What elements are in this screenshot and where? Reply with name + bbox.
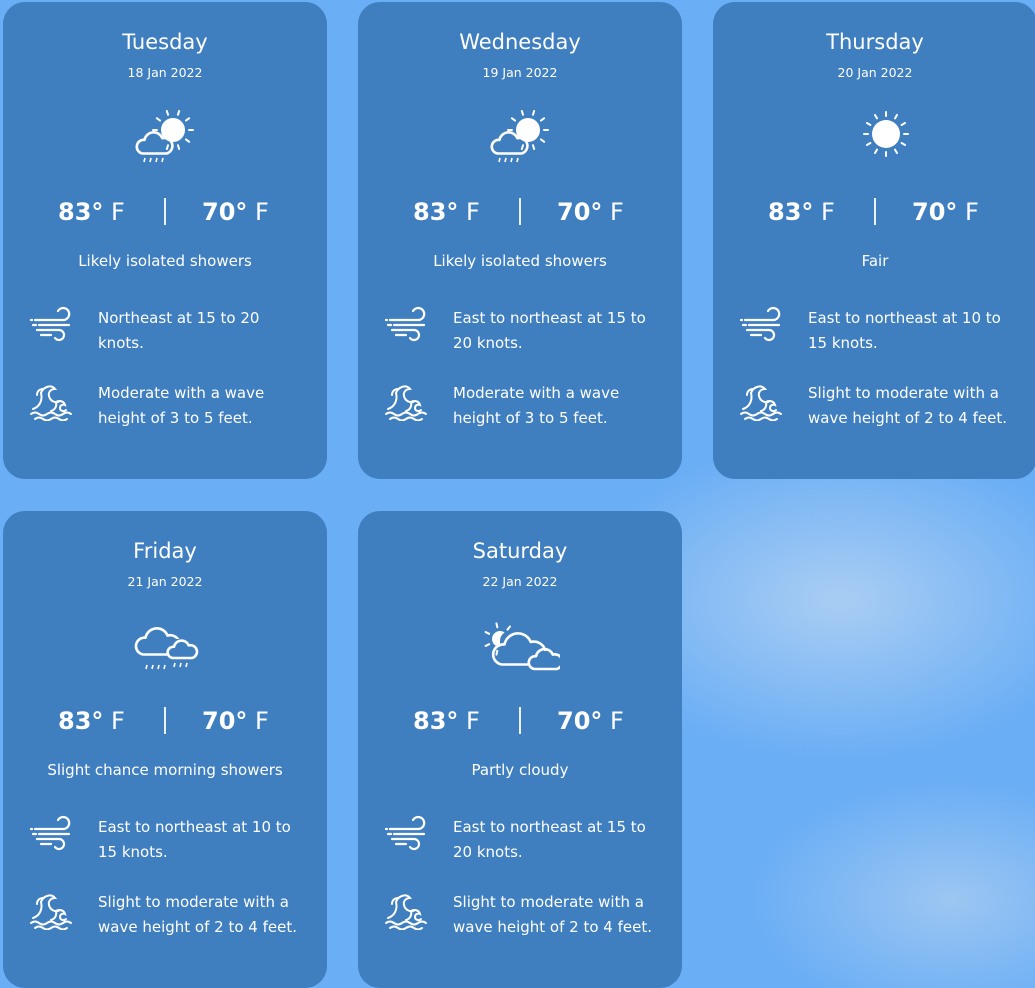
wind-row: East to northeast at 10 to 15 knots.	[739, 306, 1017, 356]
wind-text: Northeast at 15 to 20 knots.	[98, 309, 260, 352]
temp-divider	[164, 198, 166, 225]
high-temp: 83° F	[768, 198, 835, 226]
forecast-card: Friday 21 Jan 2022 83° F 70° F Slight ch…	[3, 511, 327, 988]
wave-text: Slight to moderate with a wave height of…	[98, 893, 297, 936]
wind-row: East to northeast at 10 to 15 knots.	[29, 815, 307, 865]
high-temp: 83° F	[413, 198, 480, 226]
temp-divider	[874, 198, 876, 225]
wave-icon	[385, 385, 427, 421]
wave-icon	[385, 894, 427, 930]
temp-divider	[519, 707, 521, 734]
condition-text: Likely isolated showers	[433, 252, 607, 270]
date: 18 Jan 2022	[127, 65, 203, 80]
sun-cloud-rain-icon	[125, 106, 205, 172]
temperatures: 83° F 70° F	[358, 704, 682, 738]
wave-icon	[30, 894, 72, 930]
day-name: Wednesday	[459, 30, 581, 54]
low-temp: 70° F	[202, 707, 269, 735]
temperatures: 83° F 70° F	[3, 195, 327, 229]
wave-text: Slight to moderate with a wave height of…	[453, 893, 652, 936]
condition-text: Slight chance morning showers	[47, 761, 283, 779]
forecast-card: Saturday 22 Jan 2022 83° F 70° F Partly …	[358, 511, 682, 988]
low-temp: 70° F	[557, 198, 624, 226]
low-temp: 70° F	[912, 198, 979, 226]
day-name: Thursday	[826, 30, 924, 54]
date: 22 Jan 2022	[482, 574, 558, 589]
forecast-card: Thursday 20 Jan 2022 83° F 70° F Fair Ea…	[713, 2, 1035, 479]
wave-icon	[740, 385, 782, 421]
wave-row: Moderate with a wave height of 3 to 5 fe…	[384, 381, 662, 431]
day-name: Friday	[133, 539, 197, 563]
condition-text: Fair	[861, 252, 889, 270]
wind-icon	[29, 815, 71, 851]
condition-text: Likely isolated showers	[78, 252, 252, 270]
low-temp: 70° F	[557, 707, 624, 735]
wave-row: Slight to moderate with a wave height of…	[739, 381, 1017, 431]
high-temp: 83° F	[58, 198, 125, 226]
partly-cloudy-icon	[480, 615, 564, 681]
temp-divider	[164, 707, 166, 734]
wave-row: Slight to moderate with a wave height of…	[384, 890, 662, 940]
wind-icon	[29, 306, 71, 342]
date: 21 Jan 2022	[127, 574, 203, 589]
temperatures: 83° F 70° F	[3, 704, 327, 738]
wind-text: East to northeast at 15 to 20 knots.	[453, 818, 646, 861]
day-name: Saturday	[472, 539, 568, 563]
wind-row: East to northeast at 15 to 20 knots.	[384, 815, 662, 865]
sun-cloud-rain-icon	[480, 106, 560, 172]
wind-icon	[384, 306, 426, 342]
clouds-rain-icon	[125, 615, 205, 681]
wave-row: Moderate with a wave height of 3 to 5 fe…	[29, 381, 307, 431]
wind-icon	[384, 815, 426, 851]
forecast-card: Wednesday 19 Jan 2022 83° F 70° F Likely…	[358, 2, 682, 479]
wave-text: Moderate with a wave height of 3 to 5 fe…	[453, 384, 620, 427]
temperatures: 83° F 70° F	[358, 195, 682, 229]
wind-row: East to northeast at 15 to 20 knots.	[384, 306, 662, 356]
forecast-card: Tuesday 18 Jan 2022 83° F 70° F Likely i…	[3, 2, 327, 479]
date: 20 Jan 2022	[837, 65, 913, 80]
wave-icon	[30, 385, 72, 421]
wave-text: Moderate with a wave height of 3 to 5 fe…	[98, 384, 265, 427]
high-temp: 83° F	[413, 707, 480, 735]
wind-icon	[739, 306, 781, 342]
wave-row: Slight to moderate with a wave height of…	[29, 890, 307, 940]
temperatures: 83° F 70° F	[713, 195, 1035, 229]
condition-text: Partly cloudy	[471, 761, 569, 779]
day-name: Tuesday	[122, 30, 208, 54]
temp-divider	[519, 198, 521, 225]
date: 19 Jan 2022	[482, 65, 558, 80]
wind-row: Northeast at 15 to 20 knots.	[29, 306, 307, 356]
low-temp: 70° F	[202, 198, 269, 226]
high-temp: 83° F	[58, 707, 125, 735]
wave-text: Slight to moderate with a wave height of…	[808, 384, 1007, 427]
wind-text: East to northeast at 10 to 15 knots.	[98, 818, 291, 861]
wind-text: East to northeast at 10 to 15 knots.	[808, 309, 1001, 352]
sun-icon	[835, 106, 915, 172]
wind-text: East to northeast at 15 to 20 knots.	[453, 309, 646, 352]
